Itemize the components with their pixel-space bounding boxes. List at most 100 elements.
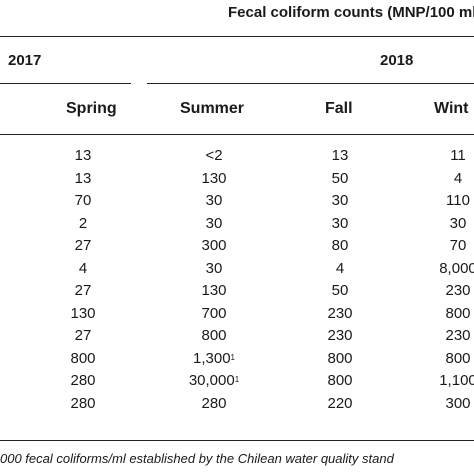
cell-winter: 1,100 xyxy=(413,372,474,390)
cell-spring: 13 xyxy=(38,147,128,165)
cell-value: 800 xyxy=(445,349,471,367)
year-left-rule xyxy=(0,83,131,84)
cell-value: 80 xyxy=(331,237,349,254)
cell-value: 13 xyxy=(74,169,92,187)
cell-value: 27 xyxy=(74,282,92,299)
cell-value: 220 xyxy=(327,394,353,412)
cell-fall: 230 xyxy=(295,305,385,323)
cell-fall: 30 xyxy=(295,215,385,233)
cell-spring: 280 xyxy=(38,395,128,413)
cell-value: 30 xyxy=(449,214,467,232)
cell-value: 230 xyxy=(445,282,471,299)
cell-value: 4 xyxy=(335,259,345,277)
cell-value: 800 xyxy=(201,327,227,344)
cell-value: 11 xyxy=(450,147,466,164)
cell-value: 280 xyxy=(70,372,96,389)
cell-fall: 220 xyxy=(295,395,385,413)
cell-summer: 700 xyxy=(169,305,259,323)
cell-winter: 800 xyxy=(413,305,474,323)
bottom-rule xyxy=(0,440,474,441)
column-header-summer: Summer xyxy=(180,100,245,117)
cell-value: 800 xyxy=(327,372,353,389)
cell-winter: 110 xyxy=(413,192,474,210)
cell-value: 130 xyxy=(70,304,96,322)
cell-value: 30 xyxy=(331,192,349,209)
cell-value: 70 xyxy=(449,237,467,254)
cell-value: 2 xyxy=(78,214,88,232)
cell-value: 70 xyxy=(74,192,92,209)
cell-summer: 30,0001 xyxy=(169,372,259,390)
cell-value: 110 xyxy=(446,192,470,209)
cell-value: 4 xyxy=(453,169,463,187)
cell-summer: 280 xyxy=(169,395,259,413)
cell-fall: 4 xyxy=(295,260,385,278)
cell-fall: 800 xyxy=(295,350,385,368)
year-2017-label: 2017 xyxy=(8,52,42,69)
cell-winter: 230 xyxy=(413,327,474,345)
cell-summer: 1,3001 xyxy=(169,350,259,368)
cell-fall: 50 xyxy=(295,282,385,300)
cell-value: 30 xyxy=(205,259,223,277)
cell-spring: 130 xyxy=(38,305,128,323)
cell-fall: 800 xyxy=(295,372,385,390)
header-bottom-rule xyxy=(0,134,474,135)
cell-value: 800 xyxy=(327,349,353,367)
cell-value: 130 xyxy=(201,169,227,187)
cell-spring: 280 xyxy=(38,372,128,390)
year-right-rule xyxy=(147,83,474,84)
cell-spring: 27 xyxy=(38,327,128,345)
cell-winter: 11 xyxy=(413,147,474,165)
cell-winter: 70 xyxy=(413,237,474,255)
cell-winter: 30 xyxy=(413,215,474,233)
cell-value: 8,000 xyxy=(439,259,474,277)
column-header-winter: Wint xyxy=(434,100,469,117)
top-rule xyxy=(0,36,474,37)
column-header-spring: Spring xyxy=(66,100,117,117)
group-title: Fecal coliform counts (MNP/100 ml) xyxy=(228,4,474,21)
cell-summer: 300 xyxy=(169,237,259,255)
footnote-marker: 1 xyxy=(230,352,235,362)
cell-value: 300 xyxy=(445,394,471,412)
cell-summer: 130 xyxy=(169,170,259,188)
cell-summer: <2 xyxy=(169,147,259,165)
cell-winter: 300 xyxy=(413,395,474,413)
cell-summer: 30 xyxy=(169,215,259,233)
cell-spring: 27 xyxy=(38,282,128,300)
cell-value: 280 xyxy=(70,394,96,412)
cell-value: 230 xyxy=(327,327,353,344)
cell-summer: 130 xyxy=(169,282,259,300)
cell-summer: 800 xyxy=(169,327,259,345)
cell-value: 230 xyxy=(327,304,353,322)
cell-value: 27 xyxy=(74,237,92,254)
cell-value: 13 xyxy=(331,147,349,164)
cell-value: 1,300 xyxy=(193,349,231,367)
cell-value: 27 xyxy=(74,327,92,344)
cell-value: 800 xyxy=(445,304,471,322)
cell-value: 50 xyxy=(331,169,349,187)
cell-spring: 13 xyxy=(38,170,128,188)
cell-fall: 50 xyxy=(295,170,385,188)
cell-value: 130 xyxy=(201,282,227,299)
cell-value: 230 xyxy=(445,327,471,344)
cell-value: 30 xyxy=(205,192,223,209)
cell-summer: 30 xyxy=(169,260,259,278)
cell-value: 30 xyxy=(205,214,223,232)
cell-value: 1,100 xyxy=(439,372,474,389)
column-header-fall: Fall xyxy=(325,100,353,117)
cell-fall: 80 xyxy=(295,237,385,255)
cell-winter: 230 xyxy=(413,282,474,300)
cell-winter: 8,000 xyxy=(413,260,474,278)
cell-winter: 800 xyxy=(413,350,474,368)
cell-spring: 4 xyxy=(38,260,128,278)
cell-fall: 13 xyxy=(295,147,385,165)
cell-spring: 27 xyxy=(38,237,128,255)
cell-fall: 230 xyxy=(295,327,385,345)
year-2018-label: 2018 xyxy=(380,52,414,69)
cell-value: 280 xyxy=(201,394,227,412)
cell-value: <2 xyxy=(205,147,223,164)
cell-value: 700 xyxy=(201,304,227,322)
cell-value: 300 xyxy=(201,237,227,254)
footnote: 000 fecal coliforms/ml established by th… xyxy=(0,451,394,466)
cell-value: 30 xyxy=(331,214,349,232)
cell-summer: 30 xyxy=(169,192,259,210)
